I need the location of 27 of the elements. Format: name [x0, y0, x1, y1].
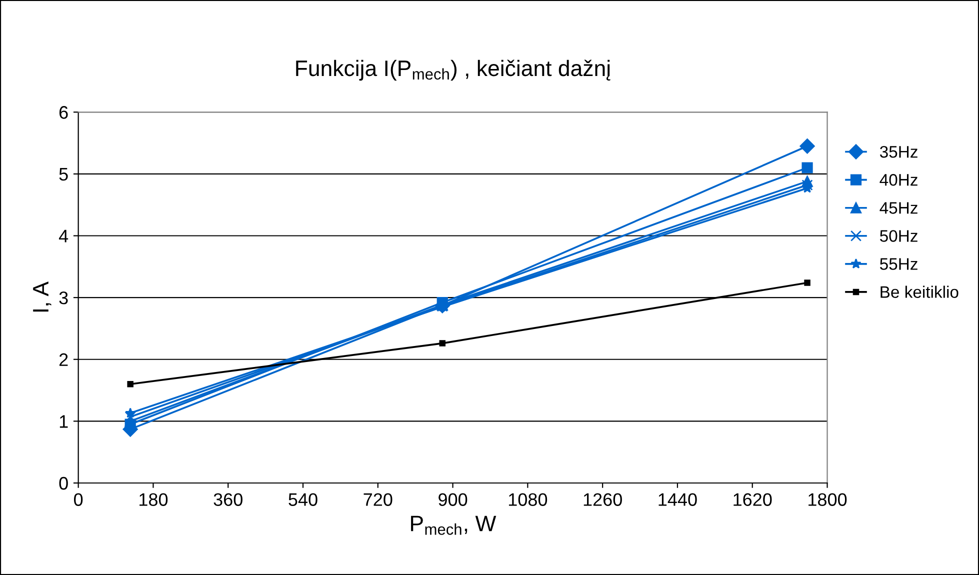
y-tick-label: 5 [59, 168, 68, 181]
x-tick-label: 360 [214, 493, 242, 506]
y-tick-label: 2 [59, 353, 68, 366]
x-axis-title: P$_{mech}$, W [411, 516, 496, 535]
legend-label: 45Hz [880, 202, 918, 214]
y-tick-label: 0 [59, 476, 68, 490]
x-tick-label: 720 [364, 493, 392, 506]
legend-label: 55Hz [880, 258, 918, 270]
y-tick-label: 3 [59, 291, 68, 304]
x-tick-label: 1620 [734, 493, 772, 506]
legend-label: Be keitiklio [880, 286, 958, 298]
y-tick-label: 4 [58, 230, 68, 242]
x-tick-label: 1080 [508, 493, 548, 506]
y-axis-title: I, A [33, 282, 52, 312]
x-tick-label: 180 [140, 493, 168, 506]
y-tick-label: 6 [59, 106, 68, 119]
x-tick-label: 1800 [808, 493, 847, 506]
legend-label: 40Hz [880, 174, 918, 186]
x-tick-label: 0 [74, 493, 83, 506]
x-tick-label: 540 [288, 493, 318, 506]
legend-label: 50Hz [880, 230, 918, 242]
x-tick-label: 1260 [584, 493, 622, 506]
x-tick-label: 1440 [658, 493, 697, 506]
legend-label: 35Hz [880, 146, 918, 158]
x-tick-label: 900 [438, 493, 468, 506]
chart-title: Funkcija I(P$_{mech}$) , keičiant dažnį [296, 60, 610, 81]
y-tick-label: 1 [60, 415, 68, 428]
